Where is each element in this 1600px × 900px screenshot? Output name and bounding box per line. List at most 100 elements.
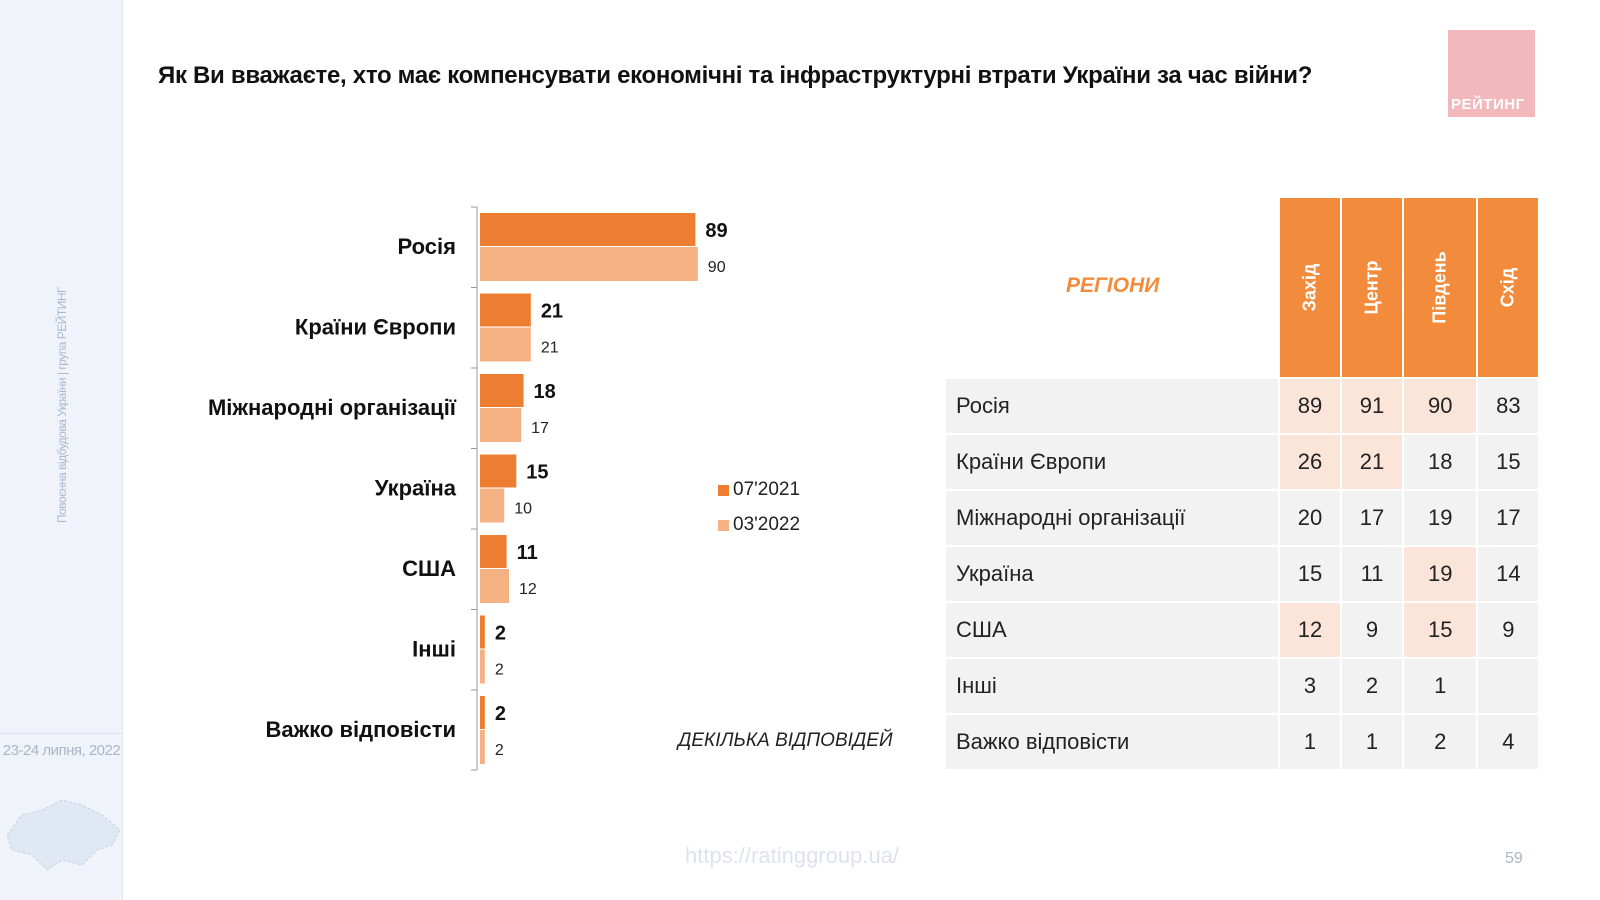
table-cell: 17	[1478, 491, 1539, 545]
column-header: Захід	[1280, 198, 1340, 377]
data-label-2021: 18	[534, 381, 556, 403]
table-cell: 15	[1404, 603, 1477, 657]
table-cell: 89	[1280, 379, 1340, 433]
sidebar: Повоєнна відбудова України | група РЕЙТИ…	[0, 0, 123, 900]
table-cell: 2	[1342, 659, 1402, 713]
page-title: Як Ви вважаєте, хто має компенсувати еко…	[158, 62, 1313, 89]
table-cell: 11	[1342, 547, 1402, 601]
category-label: Міжнародні організації	[208, 395, 457, 420]
table-cell: 20	[1280, 491, 1340, 545]
bar-chart: Росія 89 90 Країни Європи 21 21 Міжнародні орг…	[208, 206, 728, 771]
row-label: США	[946, 603, 1278, 657]
rating-logo: РЕЙТИНГ	[1448, 30, 1535, 117]
bar-2022	[480, 408, 522, 442]
category-label: Важко відповісти	[266, 717, 457, 742]
data-label-2021: 89	[705, 220, 727, 242]
table-cell: 18	[1404, 435, 1477, 489]
category-label: Росія	[398, 234, 456, 259]
table-cell: 15	[1280, 547, 1340, 601]
bar-2022	[480, 488, 505, 523]
table-cell: 1	[1404, 659, 1477, 713]
data-label-2021: 11	[517, 542, 538, 564]
table-cell: 1	[1342, 715, 1402, 769]
category-label: Україна	[375, 476, 457, 501]
table-cell: 4	[1478, 715, 1539, 769]
corner-cell	[946, 198, 1278, 377]
table-cell	[1478, 659, 1539, 713]
legend-label: 07'2021	[733, 479, 801, 500]
column-header: Південь	[1404, 198, 1477, 377]
column-header-label: Південь	[1429, 251, 1450, 324]
data-label-2022: 12	[519, 581, 537, 598]
regions-table: Захід Центр Південь Схід Росія 89 91 90 83 Країни…	[944, 196, 1540, 771]
ukraine-map-icon	[6, 799, 121, 871]
category-label: Країни Європи	[295, 315, 456, 340]
bar-2021	[480, 374, 524, 407]
bar-2021	[480, 535, 507, 568]
column-header: Схід	[1478, 198, 1539, 377]
table-cell: 2	[1404, 715, 1477, 769]
regions-title: РЕГІОНИ	[1066, 274, 1160, 297]
data-label-2021: 2	[495, 623, 506, 645]
table-cell: 26	[1280, 435, 1340, 489]
bar-2021	[480, 454, 517, 488]
legend-item-2021: 07'2021	[718, 479, 800, 501]
data-label-2021: 2	[495, 703, 506, 725]
header-row: Захід Центр Південь Схід	[946, 198, 1539, 377]
table-cell: 9	[1478, 603, 1539, 657]
table-cell: 3	[1280, 659, 1340, 713]
data-label-2021: 21	[541, 301, 563, 323]
table-row: Україна 15 11 19 14	[946, 547, 1539, 601]
table-row: Важко відповісти 1 1 2 4	[946, 715, 1539, 769]
table-cell: 91	[1342, 379, 1402, 433]
table-cell: 21	[1342, 435, 1402, 489]
legend-swatch-dark	[718, 484, 729, 496]
table-cell: 83	[1478, 379, 1539, 433]
table-cell: 14	[1478, 547, 1539, 601]
column-header-label: Центр	[1361, 260, 1382, 315]
table-cell: 9	[1342, 603, 1402, 657]
row-label: Країни Європи	[946, 435, 1278, 489]
category-label: США	[402, 556, 456, 581]
table-cell: 19	[1404, 547, 1477, 601]
row-label: Україна	[946, 547, 1278, 601]
category-label: Інші	[412, 637, 456, 662]
data-label-2022: 90	[708, 259, 726, 276]
table-cell: 15	[1478, 435, 1539, 489]
website-url[interactable]: https://ratinggroup.ua/	[685, 843, 900, 868]
table-cell: 1	[1280, 715, 1340, 769]
bar-2022	[480, 327, 531, 362]
data-label-2022: 2	[495, 742, 504, 759]
table-cell: 12	[1280, 603, 1340, 657]
table-row: Міжнародні організації 20 17 19 17	[946, 491, 1539, 545]
bar-2022	[480, 569, 510, 603]
bar-2021	[480, 293, 531, 327]
data-label-2022: 10	[514, 501, 532, 518]
table-row: Країни Європи 26 21 18 15	[946, 435, 1539, 489]
bar-2022	[480, 247, 698, 281]
table-row: Інші 3 2 1	[946, 659, 1539, 713]
bar-2021	[480, 615, 485, 649]
page-number: 59	[1505, 850, 1523, 867]
row-label: Інші	[946, 659, 1278, 713]
logo-text: РЕЙТИНГ	[1451, 96, 1525, 113]
legend-item-2022: 03'2022	[718, 514, 800, 536]
survey-date: 23-24 липня, 2022	[2, 742, 121, 759]
bar-2022	[480, 649, 485, 684]
row-label: Росія	[946, 379, 1278, 433]
column-header-label: Захід	[1299, 263, 1320, 312]
bar-2021	[480, 213, 696, 246]
row-label: Міжнародні організації	[946, 491, 1278, 545]
table-row: Росія 89 91 90 83	[946, 379, 1539, 433]
column-header: Центр	[1342, 198, 1402, 377]
sidebar-divider	[0, 733, 123, 734]
row-label: Важко відповісти	[946, 715, 1278, 769]
data-label-2022: 2	[495, 662, 504, 679]
table-cell: 19	[1404, 491, 1477, 545]
column-header-label: Схід	[1497, 267, 1518, 308]
legend-label: 03'2022	[733, 514, 801, 535]
bar-2022	[480, 730, 485, 764]
data-label-2022: 21	[541, 340, 559, 357]
multiple-answers-note: ДЕКІЛЬКА ВІДПОВІДЕЙ	[678, 730, 893, 751]
legend-swatch-light	[718, 519, 729, 531]
